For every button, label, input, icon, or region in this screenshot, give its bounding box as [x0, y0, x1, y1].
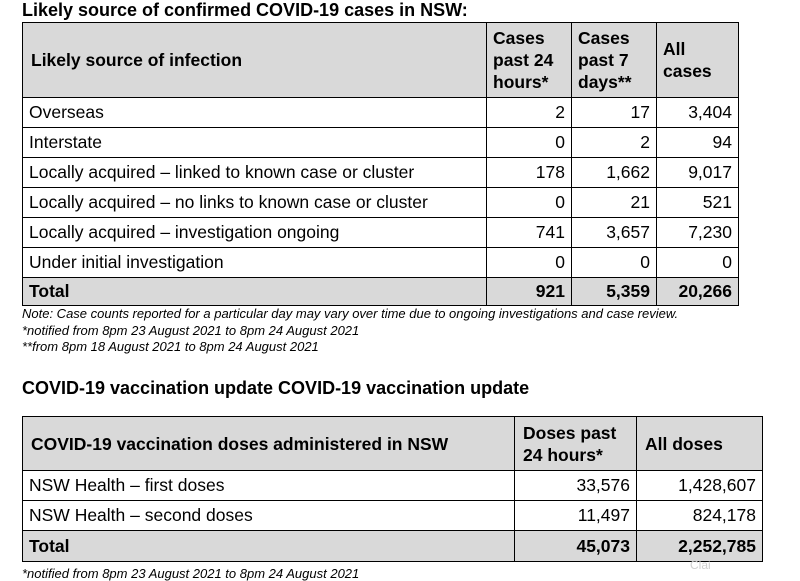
row-label: Locally acquired – linked to known case … [22, 157, 487, 188]
cases-table-title: Likely source of confirmed COVID-19 case… [22, 0, 468, 20]
cell-cases-24h: 178 [486, 157, 572, 188]
total-cases-24h: 921 [486, 277, 572, 306]
cell-cases-24h: 741 [486, 217, 572, 248]
table-row: Overseas 2 17 3,404 [22, 97, 739, 128]
header-doses-label: COVID-19 vaccination doses administered … [22, 416, 515, 471]
cell-doses-24h: 33,576 [514, 470, 637, 501]
cell-cases-7d: 17 [571, 97, 657, 128]
cell-all-cases: 3,404 [656, 97, 739, 128]
total-label: Total [22, 277, 487, 306]
row-label: Interstate [22, 127, 487, 158]
vaccination-doses-table: COVID-19 vaccination doses administered … [22, 416, 763, 562]
cell-cases-7d: 2 [571, 127, 657, 158]
cell-cases-24h: 0 [486, 187, 572, 218]
cases-by-source-table: Likely source of infection Cases past 24… [22, 22, 739, 306]
table-header-row: COVID-19 vaccination doses administered … [22, 416, 763, 471]
table-row: NSW Health – second doses 11,497 824,178 [22, 500, 763, 531]
table-header-row: Likely source of infection Cases past 24… [22, 22, 739, 98]
case-review-note: Note: Case counts reported for a particu… [22, 306, 679, 321]
total-all-cases: 20,266 [656, 277, 739, 306]
cell-doses-24h: 11,497 [514, 500, 637, 531]
row-label: Locally acquired – no links to known cas… [22, 187, 487, 218]
table-row: Locally acquired – investigation ongoing… [22, 217, 739, 248]
header-source: Likely source of infection [22, 22, 487, 98]
row-label: Under initial investigation [22, 247, 487, 278]
table-row: NSW Health – first doses 33,576 1,428,60… [22, 470, 763, 501]
cell-cases-7d: 3,657 [571, 217, 657, 248]
cell-cases-24h: 0 [486, 127, 572, 158]
header-all-doses: All doses [636, 416, 763, 471]
total-doses-24h: 45,073 [514, 530, 637, 562]
header-doses-24h: Doses past 24 hours* [514, 416, 637, 471]
row-label: Overseas [22, 97, 487, 128]
cases-table-notes: Note: Case counts reported for a particu… [22, 306, 678, 356]
row-label: NSW Health – second doses [22, 500, 515, 531]
total-cases-7d: 5,359 [571, 277, 657, 306]
cell-cases-24h: 2 [486, 97, 572, 128]
total-row: Total 921 5,359 20,266 [22, 277, 739, 306]
watermark: Clai [690, 558, 711, 572]
vaccination-footnote: *notified from 8pm 23 August 2021 to 8pm… [22, 566, 360, 581]
vaccination-section-title: COVID-19 vaccination update COVID-19 vac… [22, 378, 530, 398]
footnote-7d: **from 8pm 18 August 2021 to 8pm 24 Augu… [22, 339, 319, 354]
cell-all-cases: 7,230 [656, 217, 739, 248]
cell-cases-7d: 21 [571, 187, 657, 218]
cell-all-doses: 824,178 [636, 500, 763, 531]
header-all-cases: All cases [656, 22, 739, 98]
header-cases-7d: Cases past 7 days** [571, 22, 657, 98]
total-row: Total 45,073 2,252,785 [22, 530, 763, 562]
row-label: NSW Health – first doses [22, 470, 515, 501]
cell-cases-7d: 0 [571, 247, 657, 278]
row-label: Locally acquired – investigation ongoing [22, 217, 487, 248]
cell-all-cases: 0 [656, 247, 739, 278]
cell-all-cases: 9,017 [656, 157, 739, 188]
table-row: Locally acquired – no links to known cas… [22, 187, 739, 218]
table-row: Under initial investigation 0 0 0 [22, 247, 739, 278]
total-label: Total [22, 530, 515, 562]
cell-all-cases: 521 [656, 187, 739, 218]
table-row: Interstate 0 2 94 [22, 127, 739, 158]
cell-cases-7d: 1,662 [571, 157, 657, 188]
cell-all-doses: 1,428,607 [636, 470, 763, 501]
table-row: Locally acquired – linked to known case … [22, 157, 739, 188]
header-cases-24h: Cases past 24 hours* [486, 22, 572, 98]
cell-all-cases: 94 [656, 127, 739, 158]
cell-cases-24h: 0 [486, 247, 572, 278]
total-all-doses: 2,252,785 [636, 530, 763, 562]
footnote-24h: *notified from 8pm 23 August 2021 to 8pm… [22, 322, 360, 338]
